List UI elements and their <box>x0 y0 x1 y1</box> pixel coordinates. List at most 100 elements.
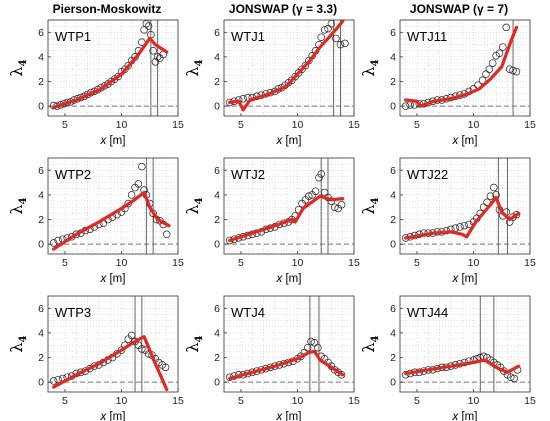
column-title-jonswap-7: JONSWAP (γ = 7) <box>410 2 508 16</box>
y-tick-label: 4 <box>390 327 396 339</box>
axes-frame <box>399 295 531 393</box>
x-tick-label: 10 <box>116 119 128 131</box>
x-tick-label: 10 <box>292 395 304 407</box>
x-axis-label: x [m] <box>276 411 302 421</box>
y-axis-label-symbol: λ <box>7 342 26 352</box>
x-tick-label: 15 <box>524 395 536 407</box>
y-axis-label-symbol: λ <box>359 204 378 214</box>
fit-line <box>404 25 519 108</box>
y-tick-label: 6 <box>390 27 396 39</box>
panel-label: WTP3 <box>55 305 91 320</box>
data-point <box>507 373 515 381</box>
y-tick-label: 2 <box>214 76 220 88</box>
panel-label: WTJ44 <box>407 305 448 320</box>
data-point <box>331 203 339 211</box>
column-title-jonswap-33: JONSWAP (γ = 3.3) <box>229 2 337 16</box>
data-point <box>486 192 495 200</box>
y-axis-label: λ4 <box>359 197 381 214</box>
y-tick-label: 6 <box>38 27 44 39</box>
data-point <box>478 76 487 85</box>
fit-line <box>228 349 345 381</box>
y-axis-label-symbol: λ <box>359 342 378 352</box>
y-tick-label: 6 <box>38 303 44 315</box>
panel-label: WTP2 <box>55 167 91 182</box>
x-tick-label: 10 <box>116 395 128 407</box>
axes-frame <box>47 295 179 393</box>
data-point <box>151 58 160 66</box>
y-tick-label: 4 <box>390 51 396 63</box>
y-axis-label-subscript: 4 <box>18 197 29 204</box>
x-axis-label: x [m] <box>452 411 478 421</box>
y-tick-label: 0 <box>390 377 396 389</box>
y-axis-label: λ4 <box>7 59 29 76</box>
x-axis-label-var: x <box>452 135 460 147</box>
x-axis-label-unit: [m] <box>458 411 477 421</box>
y-axis-label: λ4 <box>183 59 205 76</box>
y-axis-label-subscript: 4 <box>370 197 381 204</box>
x-tick-label: 15 <box>172 119 184 131</box>
y-axis-label-symbol: λ <box>183 342 202 352</box>
panel-label: WTJ2 <box>231 167 265 182</box>
y-tick-label: 0 <box>38 101 44 113</box>
y-axis-label-subscript: 4 <box>370 335 381 342</box>
y-tick-label: 2 <box>38 214 44 226</box>
data-point <box>144 22 153 30</box>
axes-frame <box>223 19 355 117</box>
x-axis-label-var: x <box>100 135 108 147</box>
data-point <box>161 363 170 372</box>
y-axis-label-subscript: 4 <box>370 59 381 66</box>
data-point <box>485 65 494 73</box>
data-point <box>239 95 247 103</box>
y-axis-label-symbol: λ <box>7 204 26 214</box>
y-tick-label: 0 <box>38 239 44 251</box>
x-tick-label: 15 <box>172 395 184 407</box>
panel-label: WTJ11 <box>407 29 447 44</box>
data-point <box>482 70 490 78</box>
y-tick-label: 4 <box>38 189 44 201</box>
data-point <box>72 230 81 239</box>
x-axis-label-var: x <box>452 411 460 421</box>
y-axis-label-subscript: 4 <box>194 335 205 342</box>
x-axis-label-var: x <box>276 135 284 147</box>
x-tick-label: 5 <box>238 395 244 407</box>
y-tick-label: 6 <box>390 165 396 177</box>
data-point <box>149 47 157 55</box>
fit-line <box>52 335 169 392</box>
fit-line <box>52 190 171 251</box>
y-tick-label: 4 <box>214 327 220 339</box>
data-point <box>460 221 469 230</box>
data-point <box>138 345 146 353</box>
y-tick-label: 2 <box>38 76 44 88</box>
data-point <box>509 66 517 75</box>
y-tick-label: 4 <box>38 51 44 63</box>
x-tick-label: 10 <box>116 257 128 269</box>
data-point <box>127 331 136 340</box>
data-point <box>49 377 58 385</box>
x-tick-label: 10 <box>292 257 304 269</box>
data-point <box>317 33 325 41</box>
x-axis-label-var: x <box>100 411 108 421</box>
y-axis-label-subscript: 4 <box>18 59 29 66</box>
data-point <box>337 201 346 209</box>
x-tick-label: 5 <box>62 257 68 269</box>
y-axis-label-symbol: λ <box>7 66 26 76</box>
data-point <box>305 192 313 200</box>
y-tick-label: 6 <box>38 165 44 177</box>
y-tick-label: 0 <box>214 377 220 389</box>
data-point <box>307 337 315 346</box>
x-tick-label: 5 <box>414 119 420 131</box>
x-axis-label: x [m] <box>452 273 478 285</box>
fit-line <box>404 358 521 376</box>
x-axis-label-unit: [m] <box>458 135 477 147</box>
axes-frame <box>399 19 531 117</box>
x-axis-label-unit: [m] <box>282 273 301 285</box>
data-point <box>510 374 518 383</box>
data-point <box>332 34 340 43</box>
y-axis-label-subscript: 4 <box>194 59 205 66</box>
y-tick-label: 0 <box>38 377 44 389</box>
data-point <box>337 371 346 379</box>
